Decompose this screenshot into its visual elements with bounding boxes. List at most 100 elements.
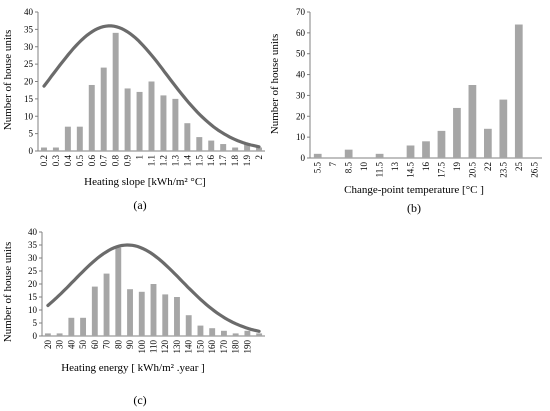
y-tick-label: 20 bbox=[28, 279, 38, 289]
bar bbox=[44, 333, 51, 336]
x-tick-label: 20 bbox=[43, 340, 53, 350]
bar bbox=[313, 153, 322, 158]
x-tick-label: 2 bbox=[254, 155, 264, 160]
bar bbox=[244, 330, 251, 336]
bar bbox=[162, 294, 169, 336]
bar bbox=[220, 144, 227, 151]
bar bbox=[197, 325, 204, 336]
x-tick-label: 80 bbox=[113, 340, 123, 350]
y-tick-label: 30 bbox=[296, 90, 306, 100]
fit-curve bbox=[42, 24, 261, 149]
y-tick-label: 70 bbox=[296, 7, 306, 17]
x-tick-label: 8.5 bbox=[344, 162, 354, 174]
bar bbox=[437, 130, 446, 158]
x-tick-label: 1.5 bbox=[194, 155, 204, 167]
x-tick-label: 150 bbox=[195, 340, 205, 354]
x-tick-label: 16 bbox=[421, 162, 431, 172]
bar bbox=[232, 147, 239, 151]
y-tick-label: 35 bbox=[24, 24, 34, 34]
bar bbox=[88, 84, 95, 151]
x-tick-label: 140 bbox=[184, 340, 194, 354]
bar bbox=[136, 91, 143, 151]
bar bbox=[256, 333, 263, 336]
fit-curve bbox=[46, 243, 261, 333]
bar bbox=[174, 297, 180, 336]
x-tick-label: 7 bbox=[328, 162, 338, 167]
bar bbox=[484, 128, 492, 158]
bar bbox=[185, 315, 192, 336]
y-tick-label: 25 bbox=[24, 59, 34, 69]
x-tick-label: 1 bbox=[135, 155, 145, 160]
y-tick-label: 50 bbox=[296, 49, 306, 59]
bar bbox=[138, 291, 145, 336]
y-tick-label: 15 bbox=[24, 94, 34, 104]
x-tick-label: 1.8 bbox=[230, 155, 240, 167]
x-tick-label: 170 bbox=[219, 340, 229, 354]
y-tick-label: 10 bbox=[296, 132, 306, 142]
y-tick-label: 15 bbox=[28, 292, 38, 302]
x-tick-label: 22 bbox=[483, 162, 493, 171]
y-tick-label: 60 bbox=[296, 28, 306, 38]
ylabel-c: Number of house units bbox=[2, 242, 14, 343]
y-tick-label: 25 bbox=[28, 266, 38, 276]
bar bbox=[514, 24, 523, 159]
bar bbox=[80, 317, 87, 336]
panel-label-a: (a) bbox=[133, 198, 146, 212]
x-tick-label: 120 bbox=[160, 340, 170, 354]
y-tick-label: 40 bbox=[296, 70, 306, 80]
bar bbox=[115, 247, 122, 336]
x-tick-label: 0.6 bbox=[87, 155, 97, 167]
bar bbox=[499, 99, 508, 158]
bar bbox=[40, 147, 47, 151]
y-tick-label: 30 bbox=[28, 253, 38, 263]
y-tick-label: 35 bbox=[28, 240, 38, 250]
x-tick-label: 1.2 bbox=[158, 155, 168, 166]
y-tick-label: 0 bbox=[33, 331, 38, 341]
x-tick-label: 1.3 bbox=[170, 155, 180, 167]
panel-label-b: (b) bbox=[407, 201, 421, 215]
x-tick-label: 50 bbox=[78, 340, 88, 350]
bar bbox=[196, 137, 203, 151]
x-tick-label: 40 bbox=[66, 340, 76, 350]
y-tick-label: 30 bbox=[24, 42, 34, 52]
y-tick-label: 5 bbox=[29, 129, 34, 139]
bar bbox=[56, 333, 63, 336]
x-tick-label: 10 bbox=[359, 162, 369, 172]
y-tick-label: 20 bbox=[296, 111, 306, 121]
bar bbox=[220, 330, 227, 336]
x-tick-label: 25 bbox=[514, 162, 524, 172]
bar bbox=[184, 123, 191, 151]
y-tick-label: 20 bbox=[24, 77, 34, 87]
x-tick-label: 100 bbox=[137, 340, 147, 354]
x-tick-label: 0.2 bbox=[39, 155, 49, 166]
bar bbox=[76, 126, 83, 151]
bar bbox=[91, 286, 98, 336]
bar bbox=[103, 273, 110, 336]
x-tick-label: 1.4 bbox=[182, 155, 192, 167]
bar bbox=[468, 85, 477, 158]
x-tick-label: 180 bbox=[231, 340, 241, 354]
x-tick-label: 60 bbox=[90, 340, 100, 350]
bar bbox=[124, 88, 131, 151]
xlabel-c: Heating energy [ kWh/m² .year ] bbox=[61, 362, 205, 374]
bar bbox=[68, 317, 75, 336]
bar bbox=[208, 140, 215, 151]
bar bbox=[150, 284, 157, 336]
y-tick-label: 0 bbox=[301, 153, 306, 163]
bar bbox=[112, 32, 119, 151]
x-tick-label: 0.7 bbox=[99, 155, 109, 167]
x-tick-label: 0.8 bbox=[111, 155, 121, 167]
x-tick-label: 13 bbox=[390, 162, 400, 172]
y-tick-label: 0 bbox=[29, 146, 34, 156]
x-tick-label: 11.5 bbox=[375, 162, 385, 178]
x-tick-label: 0.9 bbox=[123, 155, 133, 167]
bar bbox=[406, 145, 415, 158]
bar bbox=[209, 328, 216, 336]
bar bbox=[344, 149, 353, 158]
y-tick-label: 10 bbox=[24, 111, 34, 121]
x-tick-label: 70 bbox=[102, 340, 112, 350]
x-tick-label: 17.5 bbox=[436, 162, 446, 178]
panel-label-c: (c) bbox=[133, 393, 146, 407]
bar bbox=[160, 95, 167, 151]
